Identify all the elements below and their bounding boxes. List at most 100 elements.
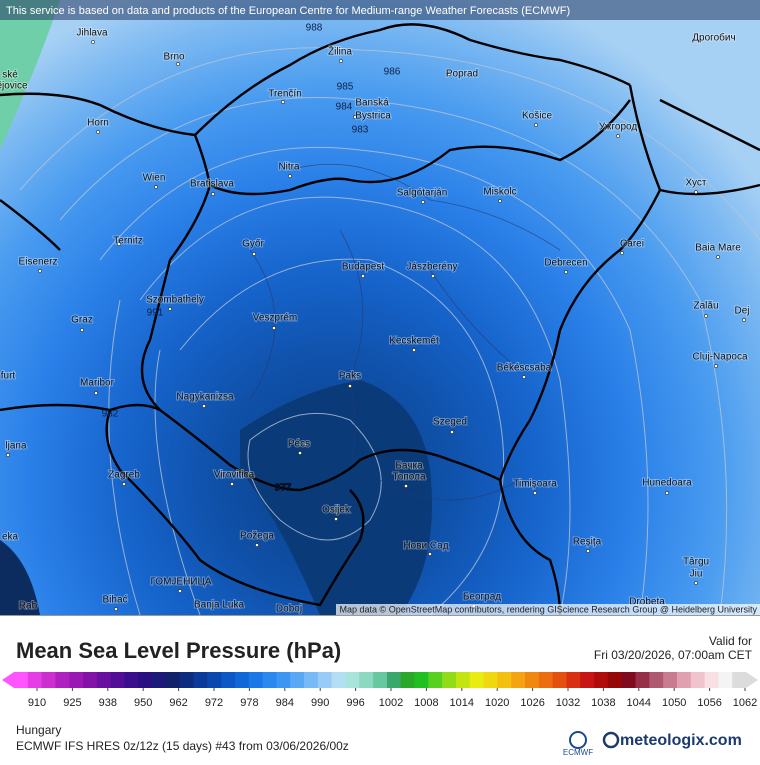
borders (0, 23, 760, 616)
colorbar-segment (359, 672, 374, 688)
colorbar-tick-label: 910 (28, 697, 46, 709)
city-label: Wien (143, 173, 166, 184)
city-dot (202, 404, 206, 408)
colorbar-end-arrow (746, 672, 758, 688)
city-label: Banská (355, 98, 389, 109)
city-label: Banja Luka (194, 600, 244, 611)
city-dot (564, 270, 568, 274)
isobar-label: 982 (102, 409, 119, 420)
brand-logo (602, 731, 620, 749)
city-dot (298, 451, 302, 455)
city-label: Zagreb (108, 470, 140, 481)
city-dot (281, 100, 285, 104)
city-dot (38, 269, 42, 273)
city-dot (339, 59, 343, 63)
city-dot (91, 40, 95, 44)
colorbar-start-arrow (2, 672, 14, 688)
city-dot (716, 255, 720, 259)
colorbar-segment (27, 672, 43, 688)
high-pressure-area (0, 0, 60, 150)
city-label: ГОМЈЕНИЦА (150, 577, 211, 588)
sea (0, 540, 40, 615)
city-dot (431, 274, 435, 278)
city-label: furt (1, 371, 16, 382)
city-label: Нови Сад (403, 541, 448, 552)
colorbar-tick-label: 972 (205, 697, 223, 709)
colorbar-segment (386, 672, 402, 688)
colorbar-tick-label: 1050 (662, 697, 686, 709)
colorbar-segment (414, 672, 429, 688)
city-label: ějovice (0, 81, 28, 92)
colorbar-segment (400, 672, 416, 688)
city-label: Veszprém (253, 313, 297, 324)
city-dot (620, 251, 624, 255)
city-label: Debrecen (544, 258, 587, 269)
city-label: Szombathely (146, 295, 204, 306)
header-bar (0, 0, 760, 20)
attribution-bar (336, 604, 760, 615)
city-label: Szeged (433, 417, 467, 428)
colorbar-tick-label: 978 (240, 697, 258, 709)
colorbar-segment (69, 672, 84, 688)
city-label: Hunedoara (642, 478, 692, 489)
city-label: Salgótarján (397, 188, 448, 199)
colorbar-segment (110, 672, 125, 688)
colorbar-tick-label: 938 (99, 697, 117, 709)
footer-region: Hungary (16, 723, 61, 737)
city-dot (96, 130, 100, 134)
city-dot (114, 607, 118, 611)
colorbar-tick-label: 925 (63, 697, 81, 709)
colorbar-segment (483, 672, 498, 688)
city-label: Miskolc (483, 187, 516, 198)
city-dot (348, 384, 352, 388)
colorbar-segment (580, 672, 595, 688)
city-label: Eisenerz (19, 257, 58, 268)
city-dot (178, 589, 182, 593)
city-dot (6, 453, 10, 457)
city-dot (742, 318, 746, 322)
city-label: Bratislava (190, 179, 234, 190)
city-label: Baia Mare (695, 243, 741, 254)
city-dot (522, 375, 526, 379)
colorbar-segment (676, 672, 692, 688)
colorbar-tick-label: 1014 (450, 697, 474, 709)
city-label: Virovitica (214, 470, 255, 481)
city-label: Kecskemét (389, 336, 439, 347)
city-dot (447, 72, 451, 76)
colorbar-segment (428, 672, 443, 688)
city-label: Дрогобич (692, 32, 735, 44)
city-dot (616, 134, 620, 138)
colorbar-segment (538, 672, 554, 688)
city-dot (412, 348, 416, 352)
colorbar-segment (221, 672, 236, 688)
colorbar-segment (663, 672, 678, 688)
colorbar-segment (718, 672, 733, 688)
colorbar-segment (276, 672, 291, 688)
colorbar-tick-label: 984 (276, 697, 294, 709)
city-label: Pécs (288, 439, 310, 450)
colorbar-segment (193, 672, 208, 688)
city-label: Győr (242, 239, 264, 250)
isobar-label: 991 (147, 308, 164, 319)
attribution: Map data © OpenStreetMap contributors, r… (340, 604, 758, 614)
city-label: Carei (620, 239, 644, 250)
isobar-label: 984 (336, 102, 353, 113)
colorbar-segment (83, 672, 98, 688)
isobars (19, 47, 760, 616)
colorbar-segment (594, 672, 609, 688)
city-dot (694, 190, 698, 194)
map: Jihlava Brno Žilina Poprad Дрогобич Horn Trenč… (0, 0, 760, 616)
city-label: Békéscsaba (497, 363, 552, 374)
colorbar-tick-label: 1020 (485, 697, 509, 709)
colorbar-segment (621, 672, 637, 688)
colorbar-segment (373, 672, 388, 688)
colorbar-tick-label: 996 (346, 697, 364, 709)
city-label: Bihać (102, 595, 127, 606)
city-label: Horn (87, 118, 109, 129)
colorbar-segment (138, 672, 153, 688)
city-dot (421, 200, 425, 204)
colorbar-tick-label: 950 (134, 697, 152, 709)
city-labels: Jihlava Brno Žilina Poprad Дрогобич Horn Trenč… (0, 27, 751, 616)
colorbar-segment (511, 672, 526, 688)
